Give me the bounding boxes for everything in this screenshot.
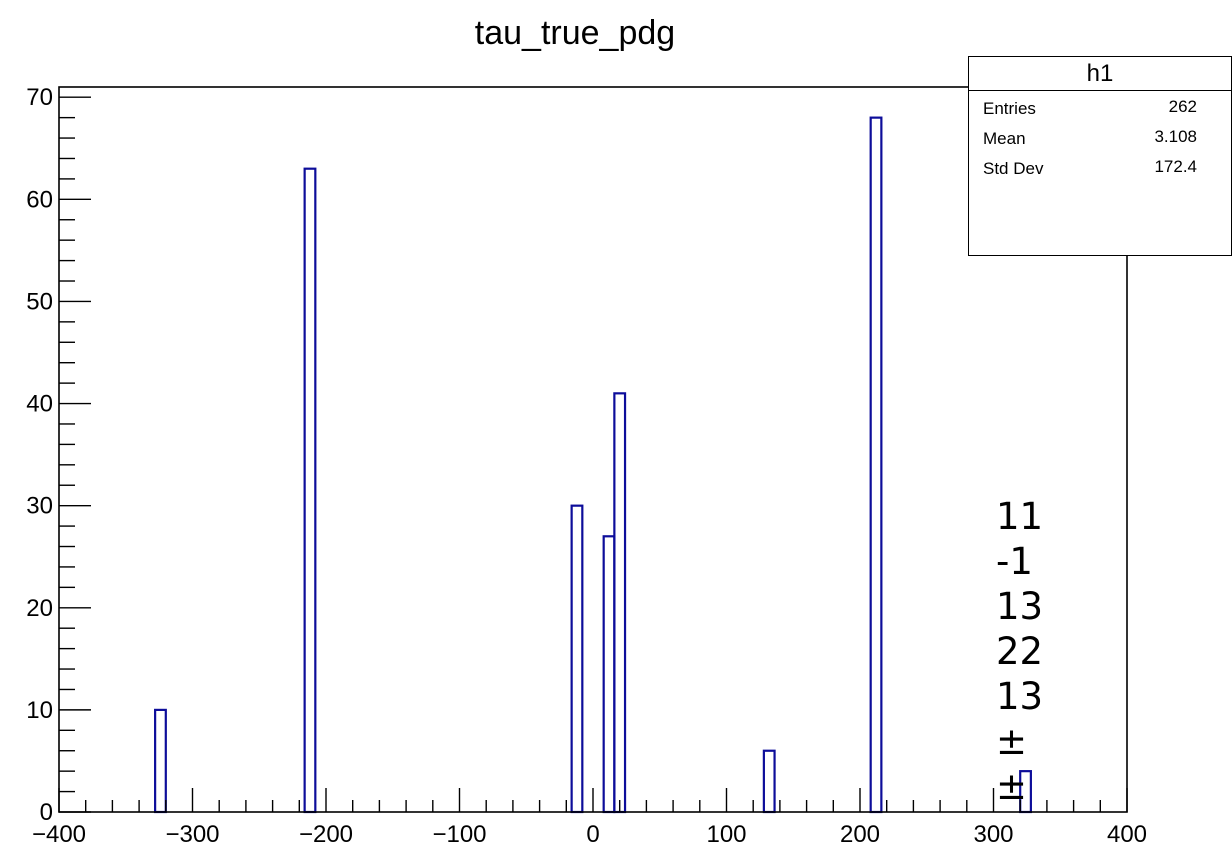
y-axis-ticks: 0 10 20 30 40 50 60 70 [26, 84, 91, 826]
y-tick-label: 40 [26, 391, 53, 418]
side-note-line: ± [996, 765, 1028, 808]
x-axis-ticks: −400 −300 −200 −100 0 100 200 300 400 [32, 788, 1147, 848]
histogram-bar [869, 116, 883, 814]
side-note-line: 13 [996, 675, 1044, 718]
stats-entries-value: 262 [1168, 97, 1197, 116]
histogram-bars [154, 116, 1032, 814]
side-note-line: 11 [996, 495, 1044, 538]
x-tick-label: 300 [973, 821, 1013, 848]
plot-frame [58, 86, 1128, 813]
stats-title: h1 [969, 57, 1231, 91]
histogram-bar [303, 167, 317, 814]
histogram-bar [613, 392, 627, 814]
side-note-line: 13 [996, 585, 1044, 628]
x-tick-label: 400 [1107, 821, 1147, 848]
x-tick-label: −200 [299, 821, 353, 848]
x-tick-label: −400 [32, 821, 86, 848]
y-tick-label: 30 [26, 493, 53, 520]
y-tick-label: 0 [40, 799, 53, 826]
histogram-bar [762, 749, 776, 814]
side-notes: 11 -1 13 22 13 ± ± [996, 494, 1232, 809]
histogram-bar [602, 535, 616, 814]
axes [58, 86, 1128, 813]
stats-mean-label: Mean [983, 129, 1026, 148]
y-tick-label: 50 [26, 288, 53, 315]
x-tick-label: −100 [432, 821, 486, 848]
y-tick-label: 20 [26, 595, 53, 622]
x-tick-label: −300 [165, 821, 219, 848]
chart-title: tau_true_pdg [475, 14, 675, 52]
x-tick-label: 200 [840, 821, 880, 848]
side-note-line: 22 [996, 630, 1044, 673]
x-tick-label: 0 [586, 821, 599, 848]
stats-mean-value: 3.108 [1154, 127, 1197, 146]
stats-row-entries: Entries 262 [969, 91, 1231, 121]
stats-stddev-value: 172.4 [1154, 157, 1197, 176]
x-tick-label: 100 [706, 821, 746, 848]
histogram-bar [570, 504, 584, 814]
side-note-line: -1 [996, 540, 1033, 583]
y-tick-label: 10 [26, 697, 53, 724]
stats-stddev-label: Std Dev [983, 159, 1044, 178]
stats-box: h1 Entries 262 Mean 3.108 Std Dev 172.4 [968, 56, 1232, 256]
y-tick-label: 60 [26, 186, 53, 213]
histogram-bar [154, 708, 167, 814]
side-note-line: ± [996, 720, 1028, 763]
y-tick-label: 70 [26, 84, 53, 111]
stats-row-mean: Mean 3.108 [969, 121, 1231, 151]
stats-row-stddev: Std Dev 172.4 [969, 151, 1231, 181]
stats-entries-label: Entries [983, 99, 1036, 118]
